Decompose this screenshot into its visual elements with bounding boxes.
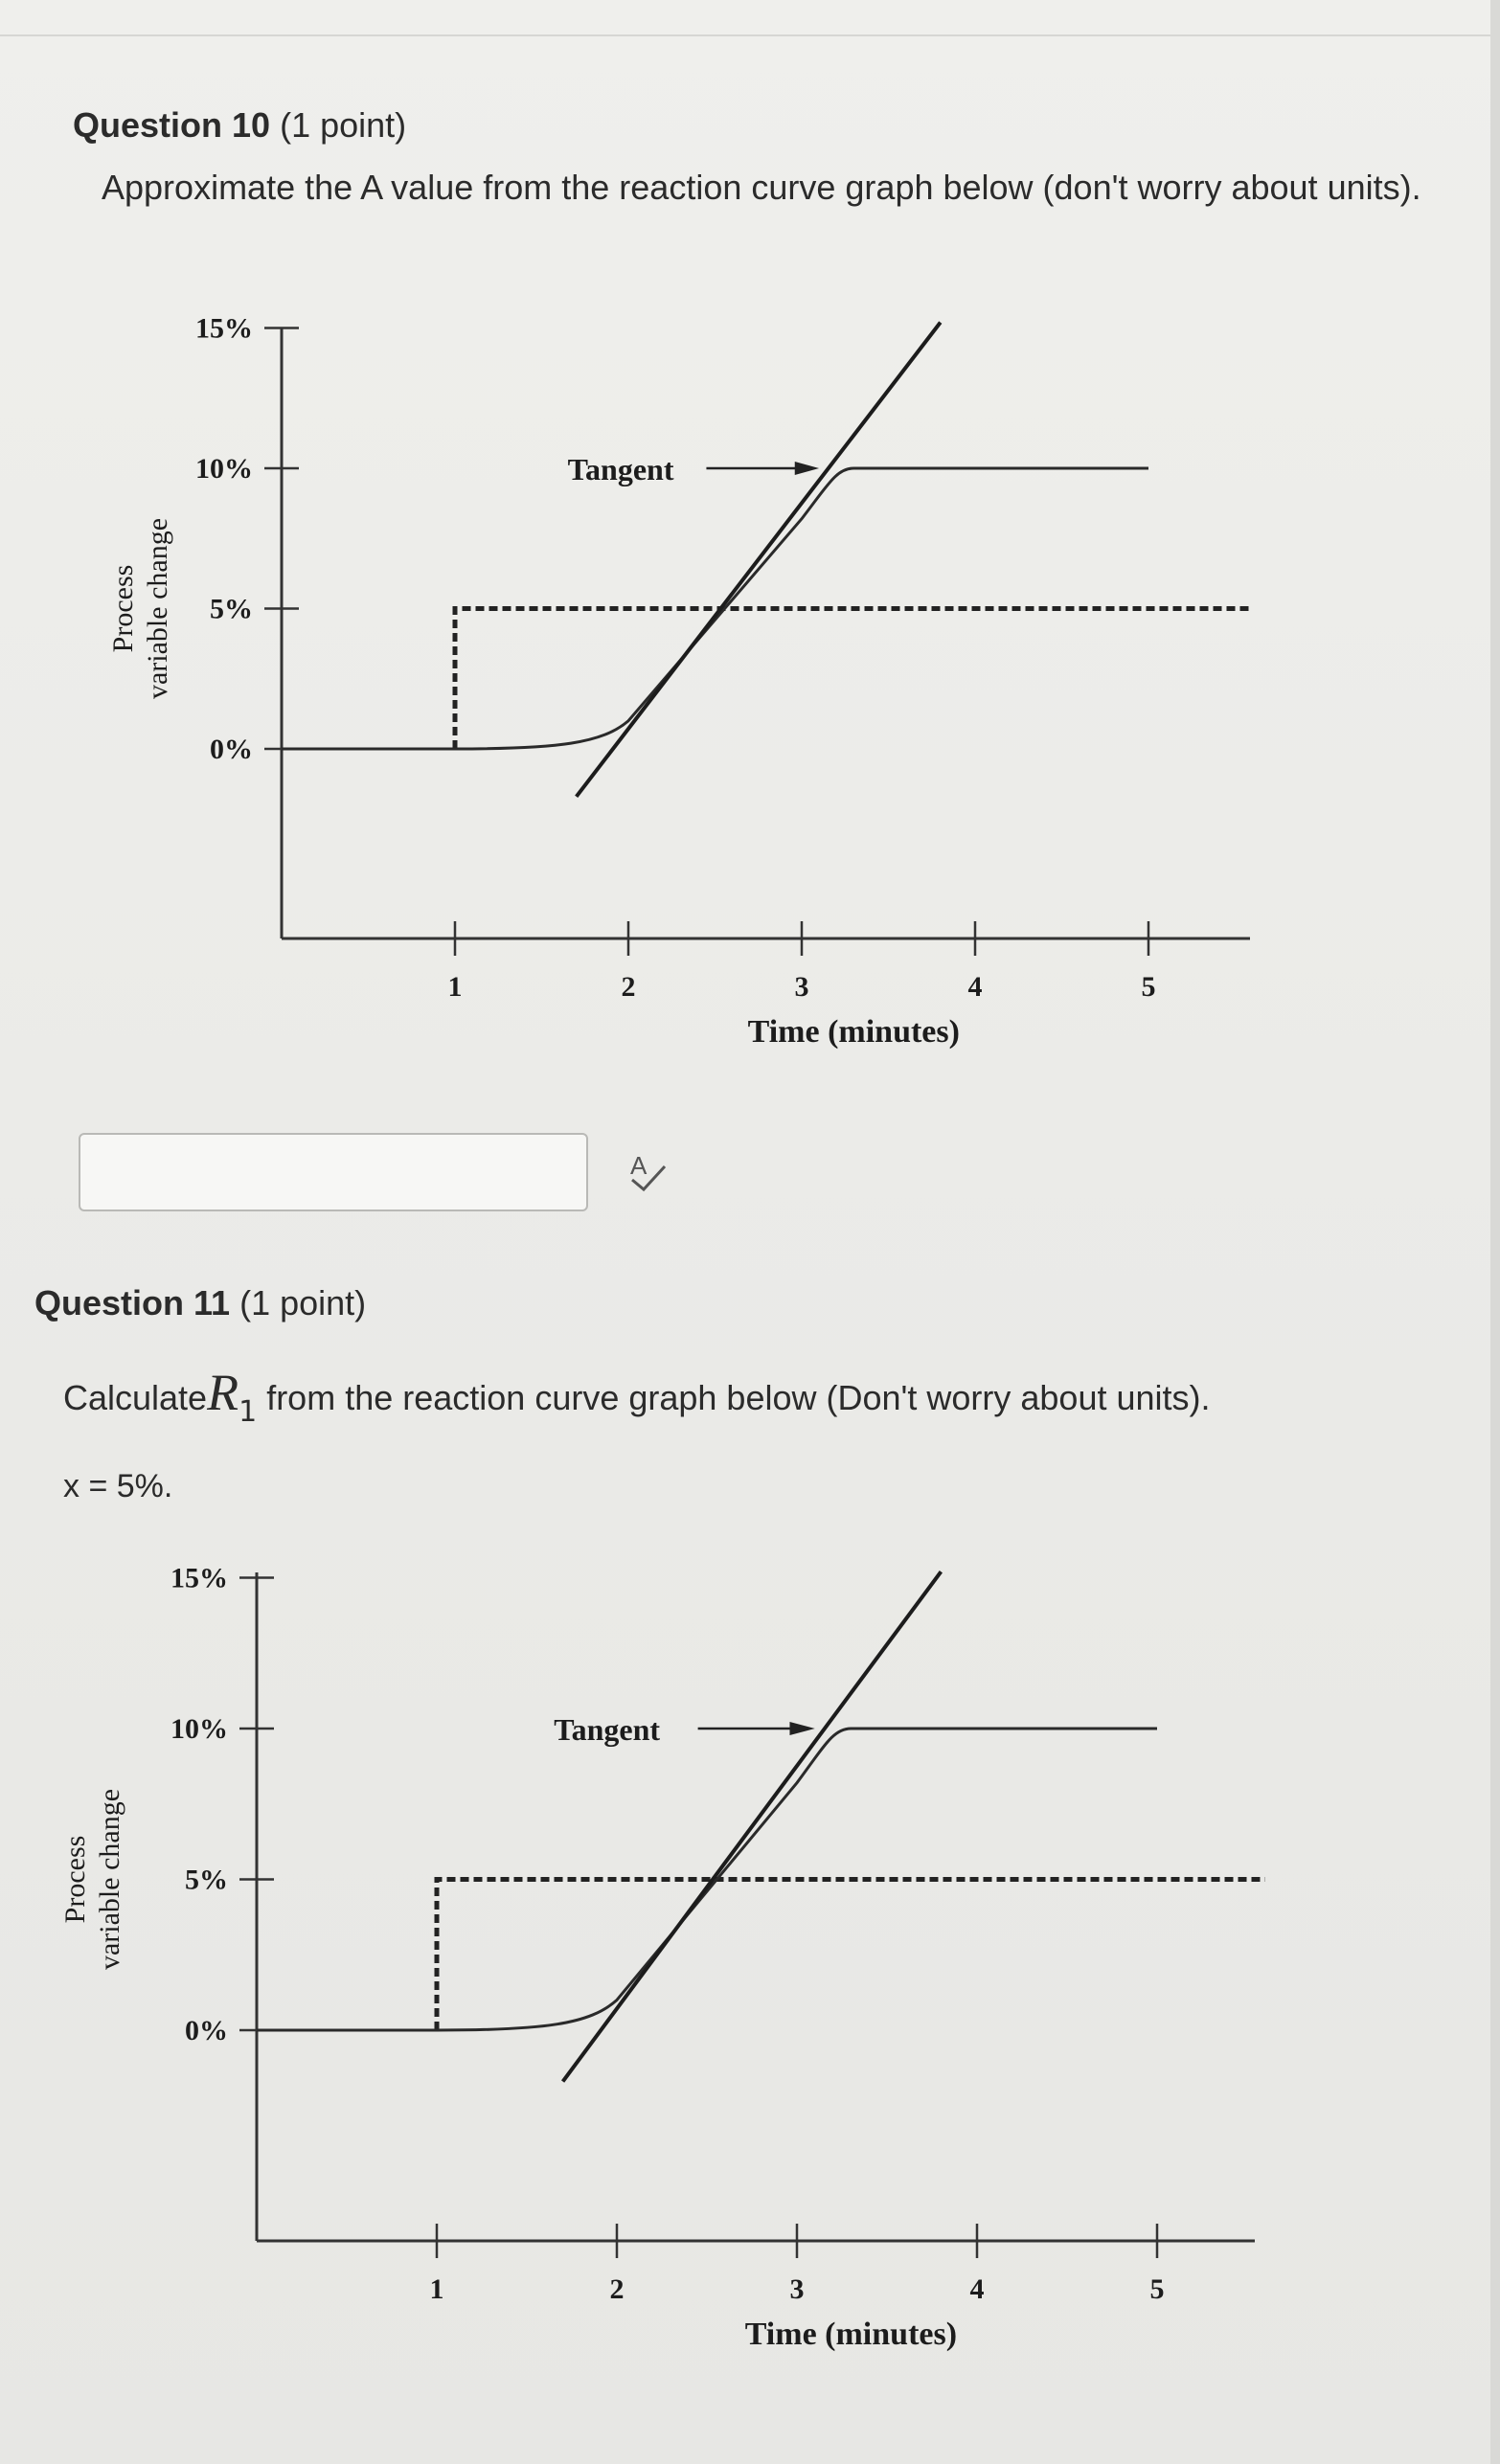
y-axis-title-line-1: Process: [107, 565, 139, 653]
y-axis-title-line-2: variable change: [142, 518, 173, 699]
tangent-line: [560, 1571, 943, 2083]
y-tick-label: 10%: [170, 1713, 228, 1745]
x-axis-title: Time (minutes): [745, 2317, 957, 2352]
svg-text:A: A: [630, 1151, 648, 1180]
y-tick-label: 0%: [210, 734, 253, 765]
question-10-prompt: Approximate the A value from the reactio…: [102, 168, 1421, 207]
x-tick-label: 5: [1142, 971, 1156, 1003]
x-tick-label: 4: [968, 971, 983, 1003]
spellcheck-icon[interactable]: A: [625, 1147, 672, 1195]
tangent-line: [575, 321, 943, 799]
x-axis-title: Time (minutes): [748, 1014, 960, 1050]
input-step-line: [434, 1877, 1265, 2030]
page-edge: [1490, 0, 1500, 2464]
question-10-title: Question 10 (1 point): [73, 105, 406, 146]
input-step-line: [452, 606, 1253, 749]
question-11-prompt: CalculateR1 from the reaction curve grap…: [63, 1355, 1462, 1433]
y-axis-title: Process variable change: [59, 1789, 125, 1970]
x-tick-label: 4: [970, 2273, 985, 2305]
question-11-prompt-end: from the reaction curve graph below (Don…: [257, 1378, 1211, 1417]
tangent-label: Tangent: [568, 452, 674, 486]
r1-subscript: 1: [239, 1394, 258, 1429]
response-curve: [257, 1727, 1157, 2032]
x-tick-label: 5: [1150, 2273, 1165, 2305]
x-tick-label: 2: [610, 2273, 625, 2305]
y-tick-label: 0%: [185, 2015, 228, 2046]
reaction-curve-graph-q11: 0% 5% 10% 15% 1 2 3 4 5 Time (minutes) Process vari…: [59, 1563, 1265, 2352]
r1-symbol: R1: [207, 1364, 257, 1429]
y-tick-label: 15%: [195, 313, 253, 345]
x-tick-label: 2: [622, 971, 636, 1003]
top-divider: [0, 34, 1500, 36]
tangent-arrow-head: [794, 462, 820, 475]
y-tick-label: 5%: [210, 594, 253, 625]
question-11-given: x = 5%.: [63, 1468, 173, 1504]
x-tick-label: 3: [790, 2273, 805, 2305]
tangent-arrow-head: [789, 1722, 815, 1735]
y-tick-label: 15%: [170, 1563, 228, 1594]
y-tick-label: 5%: [185, 1865, 228, 1896]
tangent-label: Tangent: [554, 1712, 660, 1747]
question-10-points: (1 point): [280, 105, 407, 145]
response-curve: [282, 466, 1148, 751]
y-axis-title: Process variable change: [107, 518, 173, 699]
question-10-name: Question 10: [73, 105, 271, 145]
r1-letter: R: [207, 1364, 239, 1421]
x-tick-label: 1: [430, 2273, 444, 2305]
y-axis-title-line-2: variable change: [94, 1789, 125, 1970]
question-11-prompt-start: Calculate: [63, 1378, 208, 1417]
y-axis-title-line-1: Process: [59, 1836, 91, 1924]
reaction-curve-graph-q10: 0% 5% 10% 15% 1 2 3 4 5 Time (minutes) Process vari…: [107, 313, 1253, 1050]
answer-input-q10[interactable]: [79, 1133, 588, 1211]
question-11-name: Question 11: [34, 1283, 231, 1322]
x-tick-label: 3: [795, 971, 809, 1003]
question-11-title: Question 11 (1 point): [34, 1283, 366, 1323]
y-tick-label: 10%: [195, 453, 253, 485]
question-11-points: (1 point): [239, 1283, 367, 1322]
x-tick-label: 1: [448, 971, 463, 1003]
